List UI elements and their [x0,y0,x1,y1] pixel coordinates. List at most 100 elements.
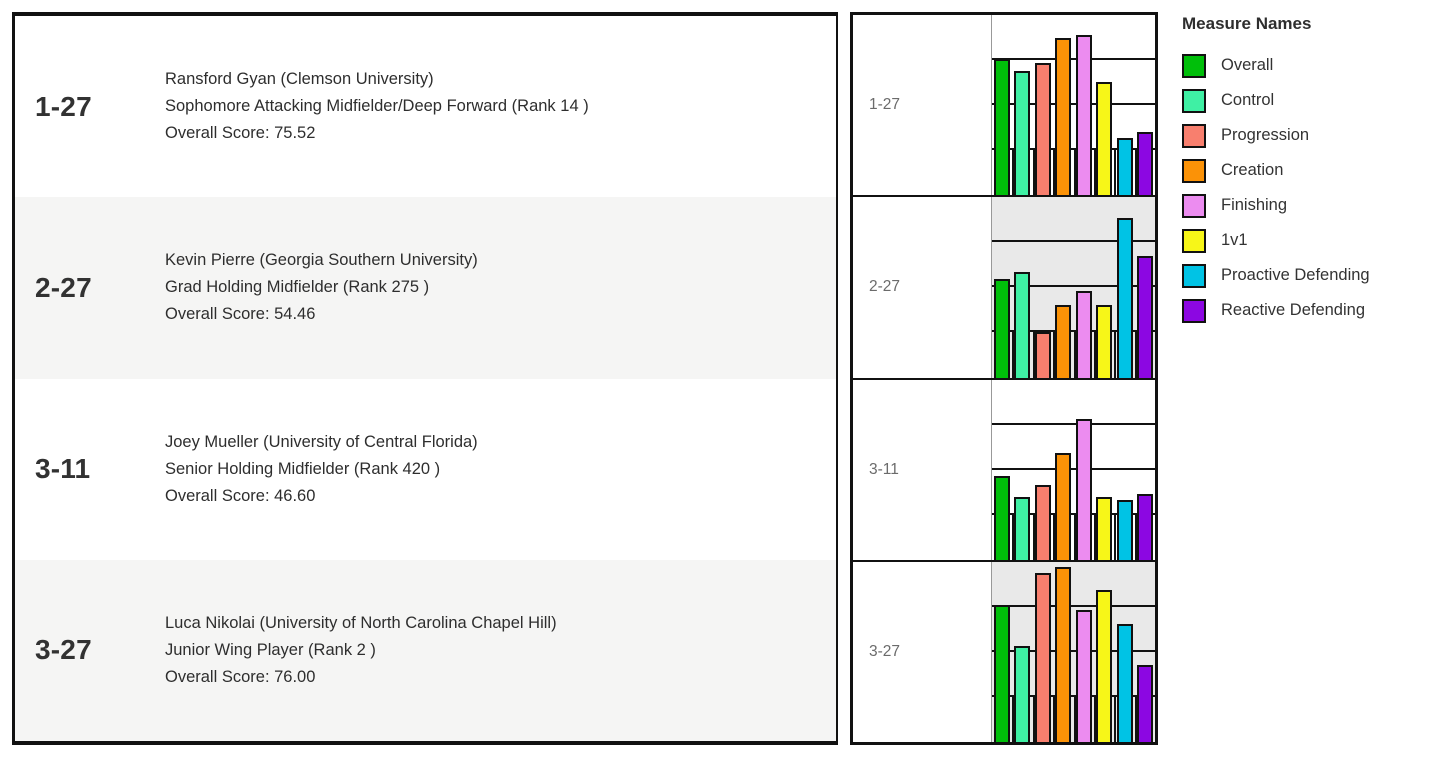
player-table: 1-27 Ransford Gyan (Clemson University) … [12,12,838,745]
legend-label: Reactive Defending [1221,301,1366,319]
legend-swatch [1182,158,1206,183]
gridline-25 [992,148,1155,151]
bar-proactive-defending[interactable] [1116,623,1133,742]
legend-label: Control [1221,91,1275,109]
player-role: Sophomore Attacking Midfielder/Deep Forw… [165,97,589,116]
column-tick [1114,150,1117,196]
legend-item[interactable]: Reactive Defending [1182,293,1452,328]
column-tick [1053,696,1056,742]
legend-item[interactable]: Creation [1182,153,1452,188]
legend-swatch [1182,298,1206,323]
gridline-75 [992,58,1155,61]
bar-control[interactable] [1014,645,1031,742]
legend-item[interactable]: Progression [1182,118,1452,153]
legend-swatch [1182,193,1206,218]
bar-progression[interactable] [1034,62,1051,196]
bar-finishing[interactable] [1075,290,1092,378]
column-tick [1032,150,1035,196]
legend-swatch [1182,263,1206,288]
bar-reactive-defending[interactable] [1136,132,1153,196]
column-tick [1053,514,1056,560]
player-score: Overall Score: 46.60 [165,486,316,505]
bar-1v1[interactable] [1096,81,1113,196]
column-tick [1053,332,1056,378]
player-role: Grad Holding Midfielder (Rank 275 ) [165,278,430,297]
legend-swatch [1182,123,1206,148]
bar-1v1[interactable] [1096,496,1113,560]
gridline-25 [992,330,1155,333]
bar-progression[interactable] [1034,572,1051,742]
player-description: Joey Mueller (University of Central Flor… [155,379,836,560]
measure-legend: Measure Names Overall Control Progressio… [1182,14,1452,328]
gridline-75 [992,422,1155,425]
table-row[interactable]: 3-27 Luca Nikolai (University of North C… [15,559,836,741]
player-id: 3-11 [35,453,91,485]
gridline-50 [992,649,1155,652]
player-name: Joey Mueller (University of Central Flor… [165,432,478,451]
bar-overall[interactable] [994,475,1010,560]
player-score: Overall Score: 75.52 [165,124,316,143]
bar-creation[interactable] [1055,567,1072,742]
column-tick [1032,514,1035,560]
bar-finishing[interactable] [1075,609,1092,742]
bar-finishing[interactable] [1075,34,1092,196]
bar-creation[interactable] [1055,305,1072,378]
column-tick [1012,150,1015,196]
bar-control[interactable] [1014,496,1031,560]
bar-plot [991,379,1155,560]
column-tick [1053,150,1056,196]
bar-group [992,15,1155,196]
column-tick [1134,696,1137,742]
bar-control[interactable] [1014,70,1031,196]
player-description: Ransford Gyan (Clemson University) Sopho… [155,16,836,197]
bar-control[interactable] [1014,272,1031,378]
column-tick [1134,514,1137,560]
gridline-50 [992,103,1155,106]
player-description: Kevin Pierre (Georgia Southern Universit… [155,197,836,378]
bar-finishing[interactable] [1075,419,1092,560]
bar-creation[interactable] [1055,453,1072,560]
chart-row-label: 2-27 [869,278,901,296]
gridline-75 [992,240,1155,243]
player-id: 2-27 [35,271,92,303]
bar-reactive-defending[interactable] [1136,255,1153,378]
bar-progression[interactable] [1034,484,1051,560]
legend-item[interactable]: Control [1182,83,1452,118]
column-tick [1073,696,1076,742]
column-tick [1114,514,1117,560]
legend-swatch [1182,88,1206,113]
bar-reactive-defending[interactable] [1136,493,1153,560]
bar-overall[interactable] [994,59,1010,196]
bar-reactive-defending[interactable] [1136,665,1153,742]
column-tick [1073,514,1076,560]
table-row[interactable]: 3-11 Joey Mueller (University of Central… [15,378,836,560]
bar-creation[interactable] [1055,38,1072,196]
column-tick [1093,514,1096,560]
bar-group [992,197,1155,378]
legend-swatch [1182,53,1206,78]
legend-label: 1v1 [1221,231,1248,249]
bar-overall[interactable] [994,605,1010,742]
legend-item[interactable]: 1v1 [1182,223,1452,258]
chart-row: 3-11 [853,377,1155,560]
bar-proactive-defending[interactable] [1116,138,1133,196]
bar-1v1[interactable] [1096,589,1113,742]
legend-item[interactable]: Proactive Defending [1182,258,1452,293]
legend-item[interactable]: Finishing [1182,188,1452,223]
bar-1v1[interactable] [1096,304,1113,378]
gridline-50 [992,467,1155,470]
legend-label: Proactive Defending [1221,266,1370,284]
bar-progression[interactable] [1034,331,1051,378]
table-row[interactable]: 1-27 Ransford Gyan (Clemson University) … [15,16,836,198]
player-role: Senior Holding Midfielder (Rank 420 ) [165,459,441,478]
player-id: 1-27 [35,90,92,122]
player-name: Ransford Gyan (Clemson University) [165,70,434,89]
bar-proactive-defending[interactable] [1116,500,1133,560]
bar-overall[interactable] [994,279,1010,378]
legend-item[interactable]: Overall [1182,48,1452,83]
bar-proactive-defending[interactable] [1116,217,1133,378]
table-row[interactable]: 2-27 Kevin Pierre (Georgia Southern Univ… [15,197,836,379]
column-tick [1032,332,1035,378]
column-tick [1012,332,1015,378]
